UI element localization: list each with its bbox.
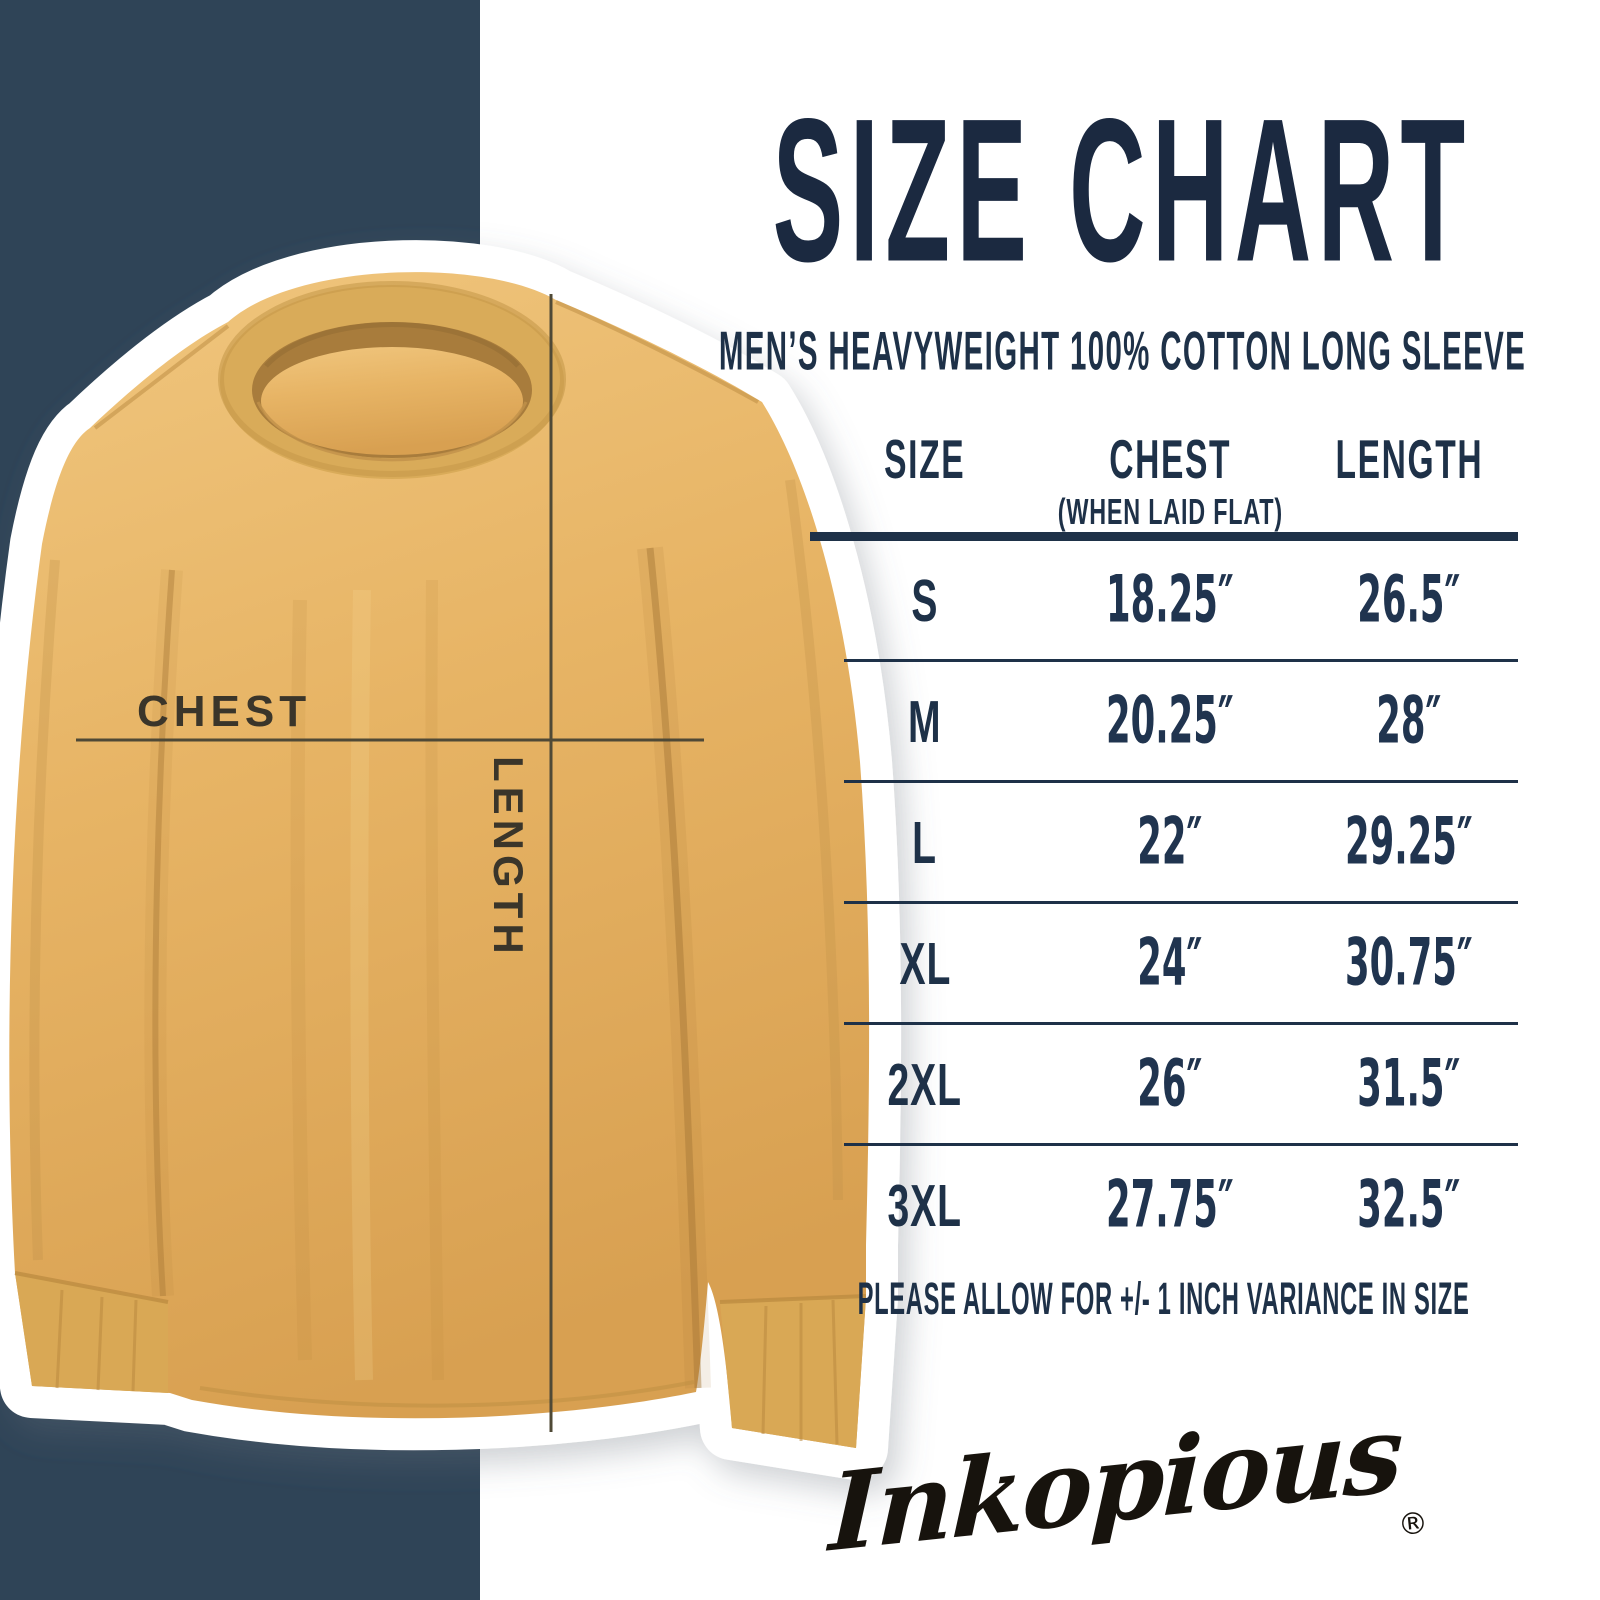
table-row: 3XL 27.75″ 32.5″ xyxy=(810,1146,1518,1264)
sleeve-fold xyxy=(29,559,60,1261)
cell-chest: 18.25″ xyxy=(1040,563,1300,638)
right-cuff xyxy=(719,1294,867,1448)
row-divider xyxy=(844,901,1518,904)
column-header-size: SIZE xyxy=(810,420,1040,532)
right-sleeve-seam-soft xyxy=(637,546,711,1389)
length-value: 28″ xyxy=(1376,683,1442,759)
fold-shadow xyxy=(425,579,444,1381)
right-sleeve-seam xyxy=(646,547,702,1389)
page-title: SIZE CHART xyxy=(760,76,1484,304)
chest-value: 26″ xyxy=(1137,1046,1203,1122)
cell-length: 31.5″ xyxy=(1300,1047,1518,1122)
table-header-rule xyxy=(810,532,1518,541)
column-header-length-label: LENGTH xyxy=(1335,428,1483,490)
column-header-size-label: SIZE xyxy=(884,428,966,490)
brand-logo: Inkopious ® xyxy=(827,1388,1431,1576)
fold-highlight xyxy=(350,589,373,1381)
table-row: 2XL 26″ 31.5″ xyxy=(810,1025,1518,1143)
left-sleeve-seam-soft xyxy=(144,569,183,1297)
variance-note-text: PLEASE ALLOW FOR +/- 1 INCH VARIANCE IN … xyxy=(858,1272,1470,1324)
cell-length: 28″ xyxy=(1300,684,1518,759)
left-cuff xyxy=(14,1271,169,1393)
collar xyxy=(218,281,566,479)
length-measure-label: LENGTH xyxy=(485,756,532,959)
chest-value: 27.75″ xyxy=(1106,1167,1234,1243)
table-row: L 22″ 29.25″ xyxy=(810,783,1518,901)
row-divider xyxy=(844,659,1518,662)
cell-size: 3XL xyxy=(810,1171,1040,1239)
registered-trademark-icon: ® xyxy=(1396,1505,1431,1543)
size-value: 3XL xyxy=(887,1171,963,1239)
size-table: SIZE CHEST (WHEN LAID FLAT) LENGTH S 18.… xyxy=(810,420,1518,1264)
cell-chest: 20.25″ xyxy=(1040,684,1300,759)
length-value: 30.75″ xyxy=(1345,925,1473,1001)
row-divider xyxy=(844,1143,1518,1146)
table-row: S 18.25″ 26.5″ xyxy=(810,541,1518,659)
size-value: L xyxy=(912,808,938,876)
cell-size: M xyxy=(810,687,1040,755)
column-header-length: LENGTH xyxy=(1300,420,1518,532)
column-header-chest-label: CHEST xyxy=(1109,428,1231,490)
collar-stitch xyxy=(256,401,528,462)
left-shoulder-seam xyxy=(93,324,230,430)
cell-size: XL xyxy=(810,929,1040,997)
row-divider xyxy=(844,1022,1518,1025)
left-sleeve-seam xyxy=(152,569,175,1297)
cell-chest: 24″ xyxy=(1040,926,1300,1001)
size-value: M xyxy=(908,687,942,755)
length-value: 29.25″ xyxy=(1345,804,1473,880)
shirt-silhouette xyxy=(9,272,870,1448)
collar-inner-shadow xyxy=(264,322,520,368)
chest-value: 24″ xyxy=(1137,925,1203,1001)
table-row: XL 24″ 30.75″ xyxy=(810,904,1518,1022)
cell-size: S xyxy=(810,566,1040,634)
length-value: 26.5″ xyxy=(1357,562,1461,638)
cell-size: 2XL xyxy=(810,1050,1040,1118)
sleeve-fold xyxy=(785,479,843,1201)
cell-length: 30.75″ xyxy=(1300,926,1518,1001)
fold-shadow xyxy=(290,599,312,1361)
length-value: 32.5″ xyxy=(1357,1167,1461,1243)
size-value: XL xyxy=(899,929,951,997)
chest-measure-label: CHEST xyxy=(137,687,311,736)
chest-value: 18.25″ xyxy=(1106,562,1234,638)
column-header-chest-sublabel: (WHEN LAID FLAT) xyxy=(1057,492,1283,533)
cell-size: L xyxy=(810,808,1040,876)
variance-note: PLEASE ALLOW FOR +/- 1 INCH VARIANCE IN … xyxy=(810,1270,1518,1328)
brand-logo-text: Inkopious xyxy=(827,1388,1403,1576)
right-shoulder-seam xyxy=(555,300,759,404)
cell-chest: 27.75″ xyxy=(1040,1168,1300,1243)
size-value: S xyxy=(911,566,939,634)
cell-length: 26.5″ xyxy=(1300,563,1518,638)
table-row: M 20.25″ 28″ xyxy=(810,662,1518,780)
chest-value: 20.25″ xyxy=(1106,683,1234,759)
cell-length: 32.5″ xyxy=(1300,1168,1518,1243)
page-subtitle: MEN’S HEAVYWEIGHT 100% COTTON LONG SLEEV… xyxy=(700,320,1544,382)
hem-stitch xyxy=(199,1380,695,1408)
column-header-chest: CHEST (WHEN LAID FLAT) xyxy=(1040,420,1300,532)
size-value: 2XL xyxy=(887,1050,963,1118)
cell-chest: 26″ xyxy=(1040,1047,1300,1122)
chest-value: 22″ xyxy=(1137,804,1203,880)
size-table-header: SIZE CHEST (WHEN LAID FLAT) LENGTH xyxy=(810,420,1518,532)
cell-length: 29.25″ xyxy=(1300,805,1518,880)
page-title-text: SIZE CHART xyxy=(772,76,1472,304)
page-subtitle-text: MEN’S HEAVYWEIGHT 100% COTTON LONG SLEEV… xyxy=(718,320,1526,382)
length-value: 31.5″ xyxy=(1357,1046,1461,1122)
cell-chest: 22″ xyxy=(1040,805,1300,880)
row-divider xyxy=(844,780,1518,783)
